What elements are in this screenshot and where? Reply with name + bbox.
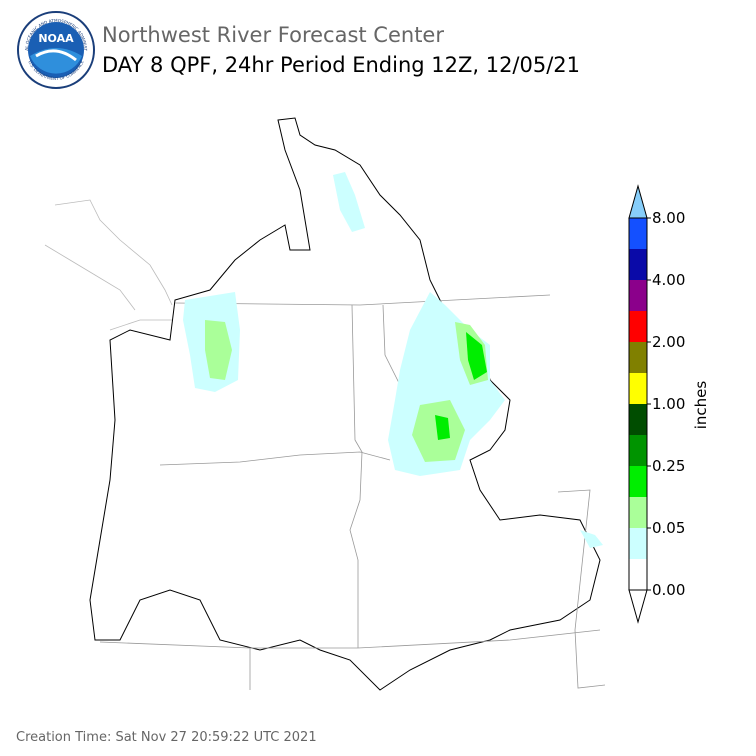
colorbar-tick-label: 0.25 — [652, 457, 685, 475]
colorbar-segment — [629, 466, 647, 497]
colorbar-segment — [629, 342, 647, 373]
colorbar-over — [628, 184, 648, 219]
state-lines — [99, 294, 606, 690]
precip-areas — [183, 172, 603, 548]
colorbar-tick-label: 2.00 — [652, 333, 685, 351]
colorbar-tick-label: 8.00 — [652, 209, 685, 227]
title: DAY 8 QPF, 24hr Period Ending 12Z, 12/05… — [102, 53, 580, 77]
logo-text: NOAA — [38, 32, 74, 45]
colorbar-segment — [629, 559, 647, 590]
noaa-logo: NOAA NATIONAL OCEANIC AND ATMOSPHERIC AD… — [0, 0, 95, 89]
colorbar-segment — [629, 280, 647, 311]
colorbar-under — [628, 589, 648, 624]
colorbar-segment — [629, 249, 647, 280]
colorbar-segment — [629, 404, 647, 435]
agency: Northwest River Forecast Center — [102, 23, 444, 47]
colorbar-segment — [629, 497, 647, 528]
colorbar-label: inches — [692, 381, 710, 430]
colorbar: 8.00 4.00 2.00 1.00 0.25 0.05 0.00 — [628, 184, 685, 624]
colorbar-tick-label: 0.00 — [652, 581, 685, 599]
map — [44, 117, 606, 691]
colorbar-segment — [629, 311, 647, 342]
colorbar-tick-label: 0.05 — [652, 519, 685, 537]
colorbar-tick-label: 1.00 — [652, 395, 685, 413]
basin-outline — [89, 117, 601, 691]
colorbar-segment — [629, 435, 647, 466]
colorbar-tick-label: 4.00 — [652, 271, 685, 289]
coastline — [44, 199, 175, 331]
colorbar-segment — [629, 373, 647, 404]
footer: Creation Time: Sat Nov 27 20:59:22 UTC 2… — [16, 730, 317, 745]
colorbar-segment — [629, 218, 647, 249]
colorbar-segment — [629, 528, 647, 559]
